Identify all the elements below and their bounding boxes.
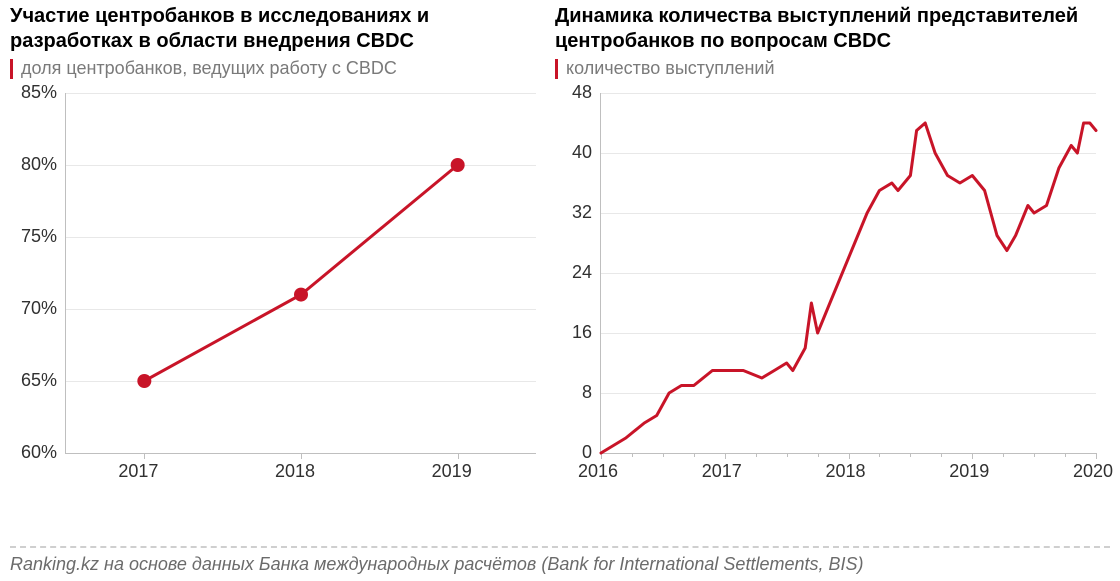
x-minor-tick (910, 453, 911, 457)
left-plot (65, 93, 536, 454)
x-axis-label: 2016 (578, 461, 618, 482)
y-axis-label: 40 (555, 142, 592, 163)
y-axis-label: 8 (555, 382, 592, 403)
x-minor-tick (941, 453, 942, 457)
subtitle-bar-icon (10, 59, 13, 79)
x-minor-tick (694, 453, 695, 457)
x-tick (972, 453, 973, 459)
y-axis-label: 0 (555, 442, 592, 463)
x-axis-label: 2019 (432, 461, 472, 482)
y-axis-label: 70% (10, 298, 57, 319)
x-tick (1096, 453, 1097, 459)
x-tick (144, 453, 145, 459)
right-chart: 08162432404820162017201820192020 (555, 87, 1110, 538)
y-axis-label: 85% (10, 82, 57, 103)
x-axis-label: 2018 (826, 461, 866, 482)
x-tick (849, 453, 850, 459)
x-minor-tick (632, 453, 633, 457)
left-subtitle: доля центробанков, ведущих работу с CBDC (10, 58, 555, 79)
y-axis-label: 48 (555, 82, 592, 103)
y-axis-label: 16 (555, 322, 592, 343)
x-minor-tick (756, 453, 757, 457)
x-axis-label: 2017 (118, 461, 158, 482)
right-series (601, 93, 1096, 453)
y-axis-label: 75% (10, 226, 57, 247)
x-tick (725, 453, 726, 459)
panels-row: Участие центробанков в исследованиях и р… (10, 4, 1110, 538)
x-minor-tick (787, 453, 788, 457)
x-minor-tick (1034, 453, 1035, 457)
x-axis-label: 2018 (275, 461, 315, 482)
x-minor-tick (663, 453, 664, 457)
x-tick (301, 453, 302, 459)
x-minor-tick (818, 453, 819, 457)
left-chart: 60%65%70%75%80%85%201720182019 (10, 87, 555, 538)
y-axis-label: 65% (10, 370, 57, 391)
x-axis-label: 2017 (702, 461, 742, 482)
left-title: Участие центробанков в исследованиях и р… (10, 4, 555, 54)
left-subtitle-text: доля центробанков, ведущих работу с CBDC (21, 58, 397, 79)
x-tick (458, 453, 459, 459)
footer-source: Ranking.kz на основе данных Банка междун… (10, 554, 1110, 581)
subtitle-bar-icon (555, 59, 558, 79)
y-axis-label: 24 (555, 262, 592, 283)
right-plot (600, 93, 1096, 454)
x-minor-tick (1065, 453, 1066, 457)
y-axis-label: 32 (555, 202, 592, 223)
y-axis-label: 80% (10, 154, 57, 175)
right-subtitle-text: количество выступлений (566, 58, 775, 79)
right-panel: Динамика количества выступлений представ… (555, 4, 1110, 538)
left-series (66, 93, 536, 453)
x-axis-label: 2020 (1073, 461, 1113, 482)
right-subtitle: количество выступлений (555, 58, 1110, 79)
y-axis-label: 60% (10, 442, 57, 463)
left-panel: Участие центробанков в исследованиях и р… (10, 4, 555, 538)
x-minor-tick (879, 453, 880, 457)
right-title: Динамика количества выступлений представ… (555, 4, 1110, 54)
x-axis-label: 2019 (949, 461, 989, 482)
x-minor-tick (1003, 453, 1004, 457)
figure: Участие центробанков в исследованиях и р… (0, 0, 1120, 581)
footer-divider (10, 546, 1110, 548)
